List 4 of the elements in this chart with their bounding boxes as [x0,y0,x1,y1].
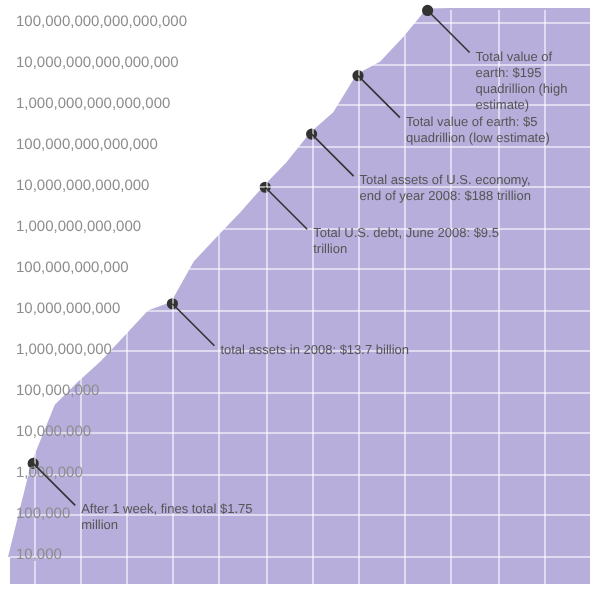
point [422,4,434,17]
point [352,70,364,82]
point [166,298,178,310]
point [306,128,318,140]
